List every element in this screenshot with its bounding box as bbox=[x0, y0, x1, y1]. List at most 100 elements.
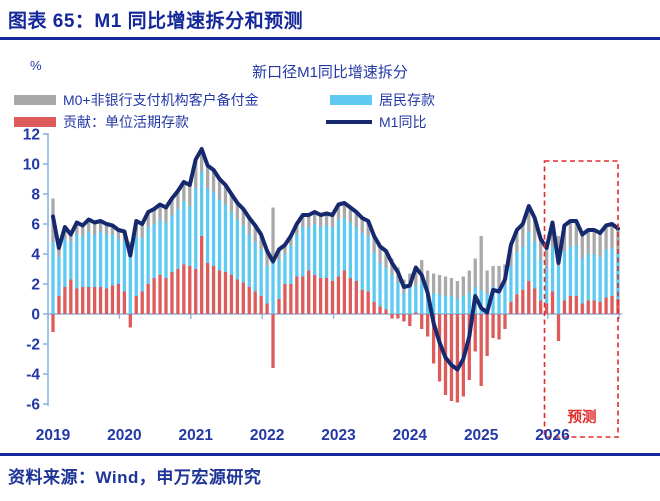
bar-segment bbox=[556, 314, 561, 341]
bar-segment bbox=[140, 291, 144, 314]
bar-segment bbox=[122, 242, 127, 292]
bar-segment bbox=[289, 245, 293, 284]
bar-segment bbox=[372, 302, 376, 314]
bar-segment bbox=[562, 225, 567, 251]
bar-segment bbox=[604, 249, 608, 298]
bar-segment bbox=[259, 296, 263, 314]
bar-segment bbox=[348, 222, 352, 278]
bar-segment bbox=[616, 299, 620, 314]
bar-segment bbox=[140, 237, 144, 292]
bar-segment bbox=[235, 203, 240, 220]
bar-segment bbox=[75, 234, 79, 289]
y-axis-unit-label: % bbox=[30, 58, 42, 73]
bar-segment bbox=[182, 201, 186, 265]
bar-segment bbox=[110, 225, 115, 235]
bar-segment bbox=[200, 171, 204, 236]
bar-segment bbox=[170, 215, 174, 272]
bar-segment bbox=[229, 212, 234, 275]
x-tick-label: 2019 bbox=[36, 427, 71, 444]
bar-segment bbox=[324, 225, 329, 278]
bar-segment bbox=[176, 269, 180, 314]
x-tick-label: 2024 bbox=[393, 427, 428, 444]
bar-segment bbox=[104, 224, 109, 235]
bar-segment bbox=[580, 258, 584, 304]
bar-segment bbox=[92, 222, 97, 235]
bar-segment bbox=[509, 302, 513, 314]
legend-item-household-deposits: 居民存款 bbox=[330, 92, 435, 108]
bar-segment bbox=[443, 296, 448, 314]
bar-segment bbox=[265, 251, 269, 266]
bar-segment bbox=[437, 275, 442, 295]
bar-segment bbox=[485, 293, 489, 314]
bar-segment bbox=[568, 296, 573, 314]
bar-segment bbox=[164, 222, 168, 278]
legend-swatch-gray bbox=[14, 95, 56, 105]
bar-segment bbox=[604, 225, 608, 250]
bar-segment bbox=[414, 312, 418, 314]
bar-segment bbox=[544, 303, 549, 314]
legend-label: 贡献：单位活期存款 bbox=[63, 114, 189, 130]
x-tick-label: 2020 bbox=[107, 427, 141, 444]
bar-segment bbox=[348, 207, 352, 223]
bar-segment bbox=[539, 260, 543, 301]
y-tick-label: -6 bbox=[26, 397, 40, 414]
bar-segment bbox=[75, 288, 79, 314]
bar-segment bbox=[491, 266, 495, 287]
bar-segment bbox=[586, 254, 590, 301]
bar-segment bbox=[98, 221, 103, 232]
bar-segment bbox=[51, 242, 55, 314]
bar-segment bbox=[146, 212, 150, 227]
bar-segment bbox=[485, 314, 489, 356]
bar-segment bbox=[604, 297, 608, 314]
legend-swatch-red bbox=[14, 117, 56, 127]
bar-segment bbox=[491, 287, 495, 314]
legend-label: 居民存款 bbox=[379, 92, 435, 108]
bar-segment bbox=[259, 249, 263, 296]
bar-segment bbox=[437, 294, 442, 314]
bar-segment bbox=[116, 284, 121, 314]
bar-segment bbox=[81, 236, 85, 287]
bar-segment bbox=[598, 302, 602, 314]
bar-segment bbox=[521, 224, 525, 247]
bar-segment bbox=[146, 284, 150, 314]
bar-segment bbox=[396, 314, 400, 319]
bar-segment bbox=[515, 230, 519, 253]
y-tick-label: -4 bbox=[26, 367, 40, 384]
bar-segment bbox=[348, 278, 352, 314]
bar-segment bbox=[580, 303, 584, 314]
bar-segment bbox=[69, 279, 73, 314]
bar-segment bbox=[128, 314, 132, 328]
bar-segment bbox=[194, 159, 198, 188]
bar-segment bbox=[527, 281, 531, 314]
bar-segment bbox=[158, 204, 162, 220]
bar-segment bbox=[122, 291, 127, 314]
bar-segment bbox=[217, 200, 222, 271]
bar-segment bbox=[342, 203, 347, 218]
bar-segment bbox=[467, 293, 471, 314]
footer-divider bbox=[0, 453, 660, 456]
bar-segment bbox=[408, 288, 412, 314]
bar-segment bbox=[479, 290, 483, 314]
bar-segment bbox=[461, 296, 465, 314]
bar-segment bbox=[265, 266, 269, 304]
x-axis-labels: 2019 2020 2021 2022 2023 2024 2025 2026 bbox=[36, 427, 570, 444]
bar-segment bbox=[247, 234, 251, 287]
bar-segment bbox=[152, 224, 156, 278]
bar-segment bbox=[414, 267, 418, 286]
bar-segment bbox=[51, 314, 55, 332]
bar-segment bbox=[98, 287, 103, 314]
bar-segment bbox=[211, 192, 216, 266]
bar-segment bbox=[63, 287, 67, 314]
bar-segment bbox=[366, 236, 370, 292]
bar-segment bbox=[336, 204, 341, 220]
bar-segment bbox=[324, 213, 329, 226]
bar-segment bbox=[610, 224, 614, 248]
bar-segment bbox=[164, 278, 168, 314]
bar-segment bbox=[318, 227, 323, 278]
bar-segment bbox=[556, 266, 561, 314]
bar-segment bbox=[402, 314, 406, 322]
bar-segment bbox=[87, 287, 91, 314]
bar-segment bbox=[354, 227, 358, 281]
bar-segment bbox=[128, 257, 132, 314]
bar-segment bbox=[420, 281, 424, 314]
